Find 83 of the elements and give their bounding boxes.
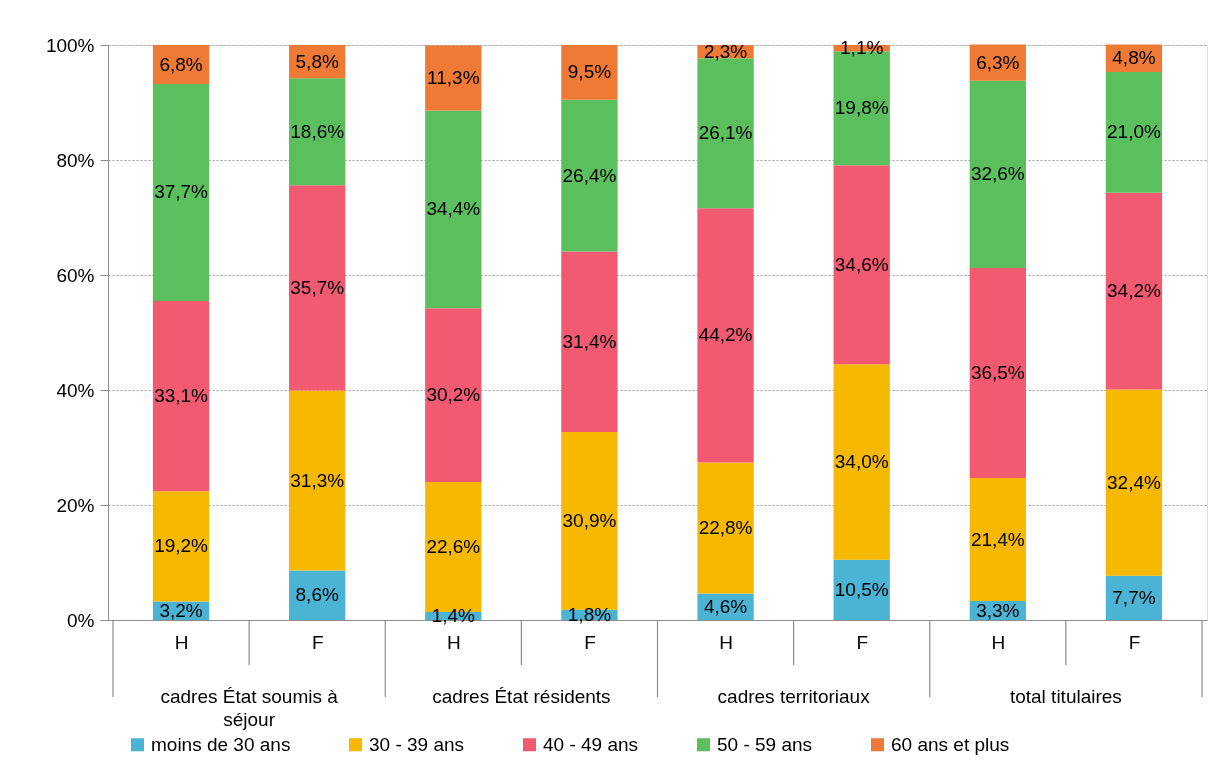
data-label: 33,1% bbox=[154, 385, 209, 407]
data-label: 3,3% bbox=[976, 599, 1020, 621]
x-tick-label: H bbox=[174, 631, 189, 653]
data-label: 30,2% bbox=[426, 384, 481, 406]
data-label: 36,5% bbox=[970, 362, 1025, 384]
bar bbox=[425, 308, 482, 482]
bar bbox=[833, 364, 890, 560]
data-label: 9,5% bbox=[567, 61, 612, 83]
data-label: 3,2% bbox=[159, 599, 203, 621]
bar bbox=[289, 78, 346, 186]
bar bbox=[969, 80, 1026, 269]
bar bbox=[1105, 72, 1163, 193]
bar bbox=[425, 110, 482, 309]
bar bbox=[969, 268, 1026, 478]
bar bbox=[697, 208, 754, 463]
data-label: 26,4% bbox=[562, 164, 617, 186]
y-tick-label: 60% bbox=[56, 264, 95, 286]
bar bbox=[289, 390, 346, 571]
data-label: 1,8% bbox=[567, 603, 612, 625]
data-label: 26,1% bbox=[698, 122, 753, 144]
legend-label: 40 - 49 ans bbox=[543, 733, 639, 755]
bar bbox=[425, 45, 482, 111]
text: total titulaires bbox=[1009, 686, 1122, 707]
data-label: 10,5% bbox=[834, 578, 889, 600]
data-label: 11,3% bbox=[427, 67, 480, 89]
data-label: 18,6% bbox=[290, 120, 345, 142]
y-tick-label: 0% bbox=[67, 609, 95, 631]
data-label: 19,2% bbox=[154, 535, 209, 557]
y-tick-label: 80% bbox=[56, 149, 95, 171]
bar bbox=[561, 251, 618, 432]
data-label: 34,0% bbox=[834, 450, 889, 472]
data-label: 6,8% bbox=[159, 53, 203, 75]
x-tick-label: F bbox=[584, 631, 596, 653]
bar bbox=[561, 45, 618, 100]
data-label: 5,8% bbox=[295, 50, 339, 72]
data-label: 31,4% bbox=[562, 330, 617, 352]
bar bbox=[561, 99, 618, 252]
data-label: 30,9% bbox=[562, 509, 617, 531]
data-label: 4,6% bbox=[703, 595, 748, 617]
bar bbox=[152, 84, 210, 301]
bar bbox=[289, 185, 346, 391]
data-label: 21,4% bbox=[970, 528, 1025, 550]
y-tick-label: 100% bbox=[45, 34, 95, 56]
bar bbox=[152, 491, 210, 602]
data-label: 37,7% bbox=[154, 181, 209, 203]
data-label: 34,2% bbox=[1107, 280, 1161, 302]
text: cadres territoriaux bbox=[717, 686, 871, 707]
data-label: 34,6% bbox=[834, 253, 889, 275]
data-label: 34,4% bbox=[426, 198, 481, 220]
data-label: 22,6% bbox=[426, 535, 481, 557]
data-label: 21,0% bbox=[1107, 121, 1161, 143]
text: cadres État résidents bbox=[432, 686, 611, 707]
data-label: 32,4% bbox=[1107, 471, 1161, 493]
bar bbox=[833, 165, 890, 365]
legend-label: moins de 30 ans bbox=[151, 733, 291, 755]
x-tick-label: F bbox=[1128, 631, 1141, 653]
data-label: 2,3% bbox=[703, 40, 748, 62]
data-label: 7,7% bbox=[1112, 586, 1156, 608]
x-tick-label: H bbox=[446, 631, 461, 653]
legend-label: 60 ans et plus bbox=[891, 733, 1010, 755]
x-tick-label: H bbox=[719, 631, 733, 653]
bar bbox=[152, 300, 210, 492]
y-tick-label: 20% bbox=[56, 494, 95, 516]
bar bbox=[561, 431, 618, 610]
legend-label: 30 - 39 ans bbox=[369, 733, 465, 755]
data-label: 22,8% bbox=[698, 517, 753, 538]
x-tick-label: F bbox=[856, 631, 868, 653]
y-tick-label: 40% bbox=[56, 379, 95, 401]
bar bbox=[1105, 389, 1163, 576]
data-label: 19,8% bbox=[834, 97, 889, 119]
data-label: 6,3% bbox=[976, 51, 1020, 73]
legend-label: 50 - 59 ans bbox=[717, 733, 813, 755]
data-label: 31,3% bbox=[290, 469, 345, 491]
bar bbox=[697, 462, 754, 594]
x-tick-label: H bbox=[991, 631, 1006, 653]
data-label: 32,6% bbox=[970, 163, 1025, 185]
data-label: 4,8% bbox=[1112, 47, 1156, 69]
data-label: 8,6% bbox=[295, 584, 339, 606]
x-tick-label: F bbox=[311, 631, 324, 653]
data-label: 35,7% bbox=[290, 276, 345, 298]
bar bbox=[1105, 192, 1163, 390]
data-label: 44,2% bbox=[698, 324, 753, 346]
bar bbox=[969, 477, 1026, 602]
